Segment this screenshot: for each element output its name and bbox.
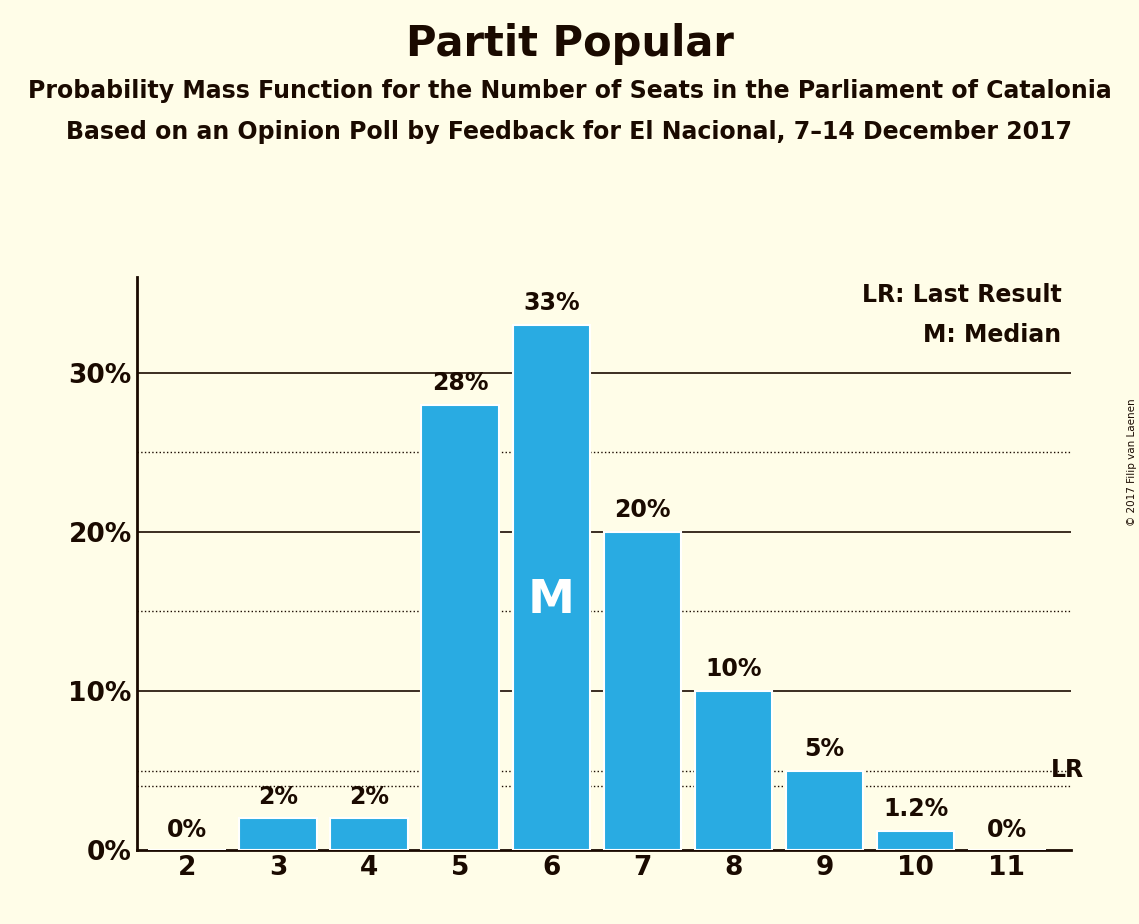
- Text: 28%: 28%: [432, 371, 489, 395]
- Bar: [421, 405, 499, 850]
- Text: 0%: 0%: [166, 818, 207, 842]
- Bar: [604, 532, 681, 850]
- Text: Partit Popular: Partit Popular: [405, 23, 734, 65]
- Text: LR: LR: [1050, 758, 1083, 782]
- Text: 20%: 20%: [614, 498, 671, 522]
- Text: © 2017 Filip van Laenen: © 2017 Filip van Laenen: [1126, 398, 1137, 526]
- Text: LR: Last Result: LR: Last Result: [861, 283, 1062, 307]
- Text: 33%: 33%: [523, 291, 580, 315]
- Text: M: Median: M: Median: [924, 323, 1062, 347]
- Bar: [786, 771, 863, 850]
- Text: 2%: 2%: [349, 784, 390, 808]
- Text: 1.2%: 1.2%: [883, 797, 949, 821]
- Bar: [877, 831, 954, 850]
- Text: Based on an Opinion Poll by Feedback for El Nacional, 7–14 December 2017: Based on an Opinion Poll by Feedback for…: [66, 120, 1073, 144]
- Bar: [695, 691, 772, 850]
- Text: 10%: 10%: [705, 657, 762, 681]
- Text: 0%: 0%: [986, 818, 1027, 842]
- Text: M: M: [527, 578, 575, 623]
- Bar: [239, 819, 317, 850]
- Bar: [330, 819, 408, 850]
- Bar: [513, 325, 590, 850]
- Text: 2%: 2%: [257, 784, 298, 808]
- Text: Probability Mass Function for the Number of Seats in the Parliament of Catalonia: Probability Mass Function for the Number…: [27, 79, 1112, 103]
- Text: 5%: 5%: [804, 737, 845, 761]
